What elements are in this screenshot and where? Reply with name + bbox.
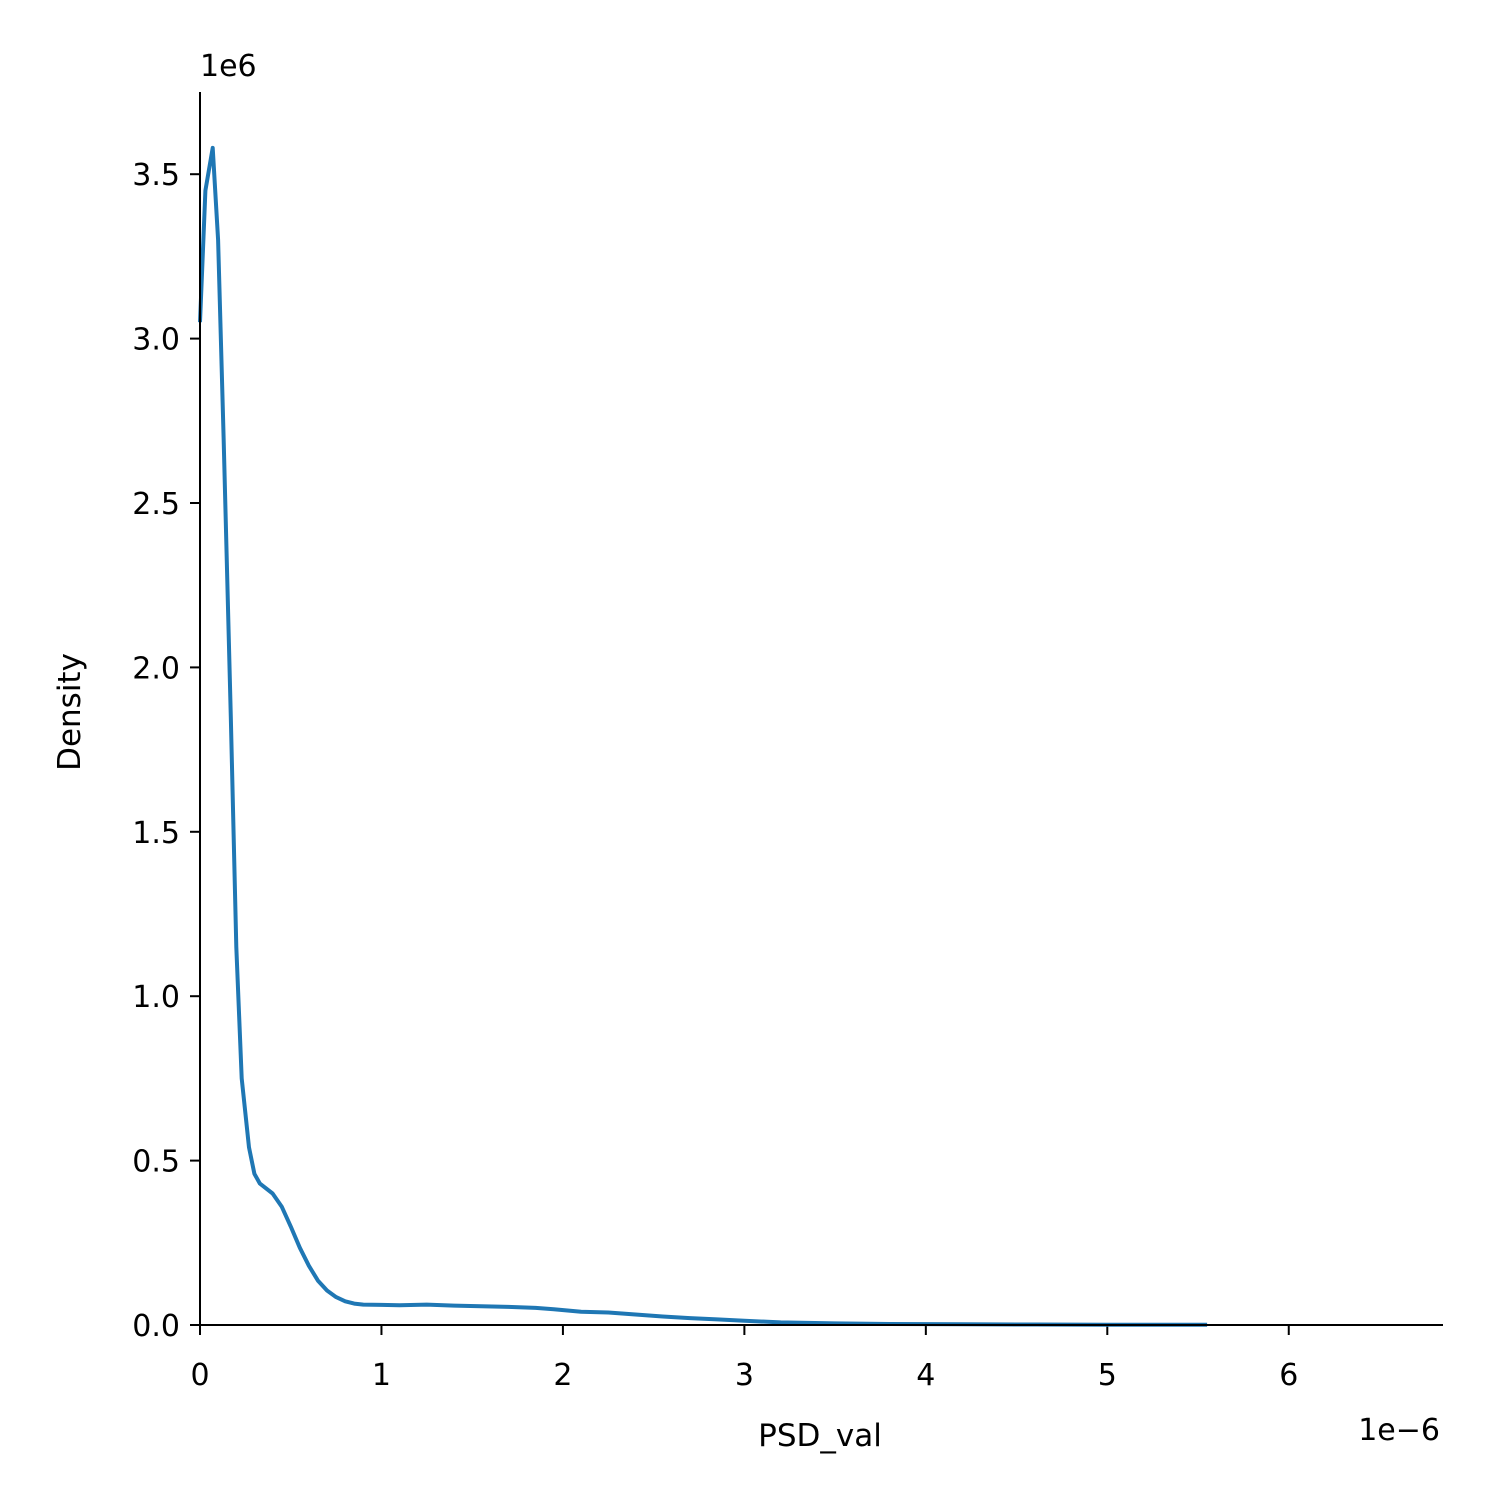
y-tick-label: 0.0 [132,1309,180,1344]
x-axis-ticks: 0 1 2 3 4 5 6 [190,1325,1298,1393]
y-axis-label: Density [52,653,88,771]
y-tick-label: 2.0 [132,651,180,686]
x-axis-offset-label: 1e−6 [1358,1413,1440,1448]
x-tick-label: 2 [553,1358,572,1393]
x-tick-label: 0 [190,1358,209,1393]
x-axis-label: PSD_val [758,1418,882,1454]
y-axis-offset-label: 1e6 [200,49,257,84]
y-tick-label: 0.5 [132,1145,180,1180]
x-tick-label: 1 [372,1358,391,1393]
y-tick-label: 3.5 [132,158,180,193]
y-axis-ticks: 0.0 0.5 1.0 1.5 2.0 2.5 3.0 3.5 [132,158,200,1344]
x-tick-label: 5 [1098,1358,1117,1393]
x-tick-label: 6 [1279,1358,1298,1393]
x-tick-label: 4 [916,1358,935,1393]
y-tick-label: 2.5 [132,487,180,522]
y-tick-label: 1.5 [132,816,180,851]
density-curve [198,145,1208,1327]
x-tick-label: 3 [735,1358,754,1393]
y-tick-label: 3.0 [132,323,180,358]
y-tick-label: 1.0 [132,980,180,1015]
